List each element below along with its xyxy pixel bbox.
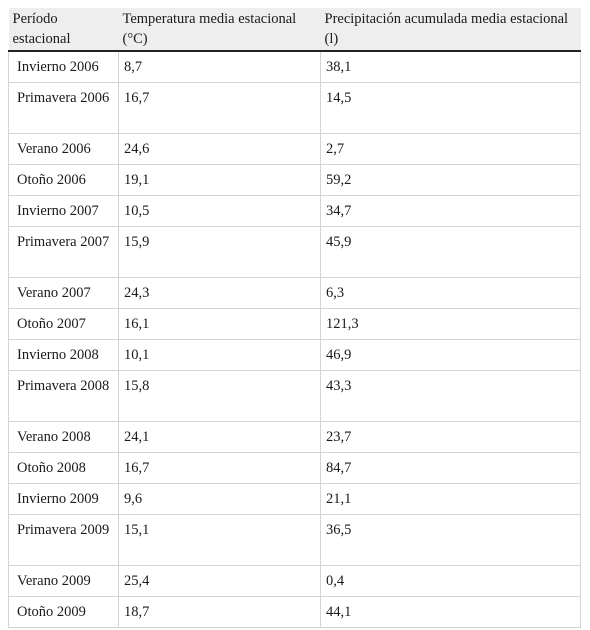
table-row: Verano 2008 24,1 23,7 [8, 421, 581, 453]
period-cell: Primavera 2008 [8, 370, 119, 422]
temperature-cell: 16,7 [118, 452, 321, 484]
precipitation-cell: 34,7 [320, 195, 581, 227]
header-period: Período estacional [8, 8, 119, 52]
table-row: Invierno 2008 10,1 46,9 [8, 339, 581, 371]
temperature-cell: 15,8 [118, 370, 321, 422]
temperature-cell: 24,3 [118, 277, 321, 309]
temperature-cell: 16,7 [118, 82, 321, 134]
period-cell: Otoño 2006 [8, 164, 119, 196]
period-cell: Primavera 2009 [8, 514, 119, 566]
precipitation-cell: 23,7 [320, 421, 581, 453]
table-row: Primavera 2006 16,7 14,5 [8, 82, 581, 134]
table-row: Invierno 2006 8,7 38,1 [8, 51, 581, 83]
period-cell: Verano 2006 [8, 133, 119, 165]
period-cell: Otoño 2009 [8, 596, 119, 628]
period-cell: Primavera 2007 [8, 226, 119, 278]
precipitation-cell: 14,5 [320, 82, 581, 134]
seasonal-climate-table-container: Período estacional Temperatura media est… [8, 8, 581, 628]
precipitation-cell: 44,1 [320, 596, 581, 628]
temperature-cell: 8,7 [118, 51, 321, 83]
precipitation-cell: 84,7 [320, 452, 581, 484]
period-cell: Invierno 2007 [8, 195, 119, 227]
table-row: Primavera 2009 15,1 36,5 [8, 514, 581, 566]
precipitation-cell: 121,3 [320, 308, 581, 340]
precipitation-cell: 0,4 [320, 565, 581, 597]
seasonal-climate-table: Período estacional Temperatura media est… [8, 8, 581, 628]
temperature-cell: 15,9 [118, 226, 321, 278]
header-precipitation: Precipitación acumulada media estacional… [320, 8, 581, 52]
precipitation-cell: 2,7 [320, 133, 581, 165]
table-row: Verano 2006 24,6 2,7 [8, 133, 581, 165]
table-row: Otoño 2009 18,7 44,1 [8, 596, 581, 628]
precipitation-cell: 21,1 [320, 483, 581, 515]
precipitation-cell: 43,3 [320, 370, 581, 422]
temperature-cell: 24,1 [118, 421, 321, 453]
temperature-cell: 15,1 [118, 514, 321, 566]
precipitation-cell: 6,3 [320, 277, 581, 309]
precipitation-cell: 36,5 [320, 514, 581, 566]
period-cell: Invierno 2009 [8, 483, 119, 515]
temperature-cell: 24,6 [118, 133, 321, 165]
temperature-cell: 9,6 [118, 483, 321, 515]
precipitation-cell: 45,9 [320, 226, 581, 278]
period-cell: Primavera 2006 [8, 82, 119, 134]
period-cell: Otoño 2007 [8, 308, 119, 340]
period-cell: Verano 2008 [8, 421, 119, 453]
temperature-cell: 19,1 [118, 164, 321, 196]
period-cell: Verano 2007 [8, 277, 119, 309]
table-header: Período estacional Temperatura media est… [8, 8, 581, 52]
period-cell: Verano 2009 [8, 565, 119, 597]
temperature-cell: 18,7 [118, 596, 321, 628]
temperature-cell: 10,1 [118, 339, 321, 371]
table-row: Otoño 2007 16,1 121,3 [8, 308, 581, 340]
table-row: Invierno 2007 10,5 34,7 [8, 195, 581, 227]
precipitation-cell: 38,1 [320, 51, 581, 83]
precipitation-cell: 46,9 [320, 339, 581, 371]
period-cell: Otoño 2008 [8, 452, 119, 484]
table-row: Otoño 2008 16,7 84,7 [8, 452, 581, 484]
table-row: Verano 2009 25,4 0,4 [8, 565, 581, 597]
period-cell: Invierno 2008 [8, 339, 119, 371]
table-row: Primavera 2007 15,9 45,9 [8, 226, 581, 278]
temperature-cell: 16,1 [118, 308, 321, 340]
table-row: Primavera 2008 15,8 43,3 [8, 370, 581, 422]
temperature-cell: 10,5 [118, 195, 321, 227]
table-row: Verano 2007 24,3 6,3 [8, 277, 581, 309]
temperature-cell: 25,4 [118, 565, 321, 597]
table-body: Invierno 2006 8,7 38,1 Primavera 2006 16,7 14… [8, 51, 581, 628]
period-cell: Invierno 2006 [8, 51, 119, 83]
header-temperature: Temperatura media estacional (°C) [118, 8, 321, 52]
precipitation-cell: 59,2 [320, 164, 581, 196]
table-row: Otoño 2006 19,1 59,2 [8, 164, 581, 196]
table-row: Invierno 2009 9,6 21,1 [8, 483, 581, 515]
header-row: Período estacional Temperatura media est… [8, 8, 581, 52]
